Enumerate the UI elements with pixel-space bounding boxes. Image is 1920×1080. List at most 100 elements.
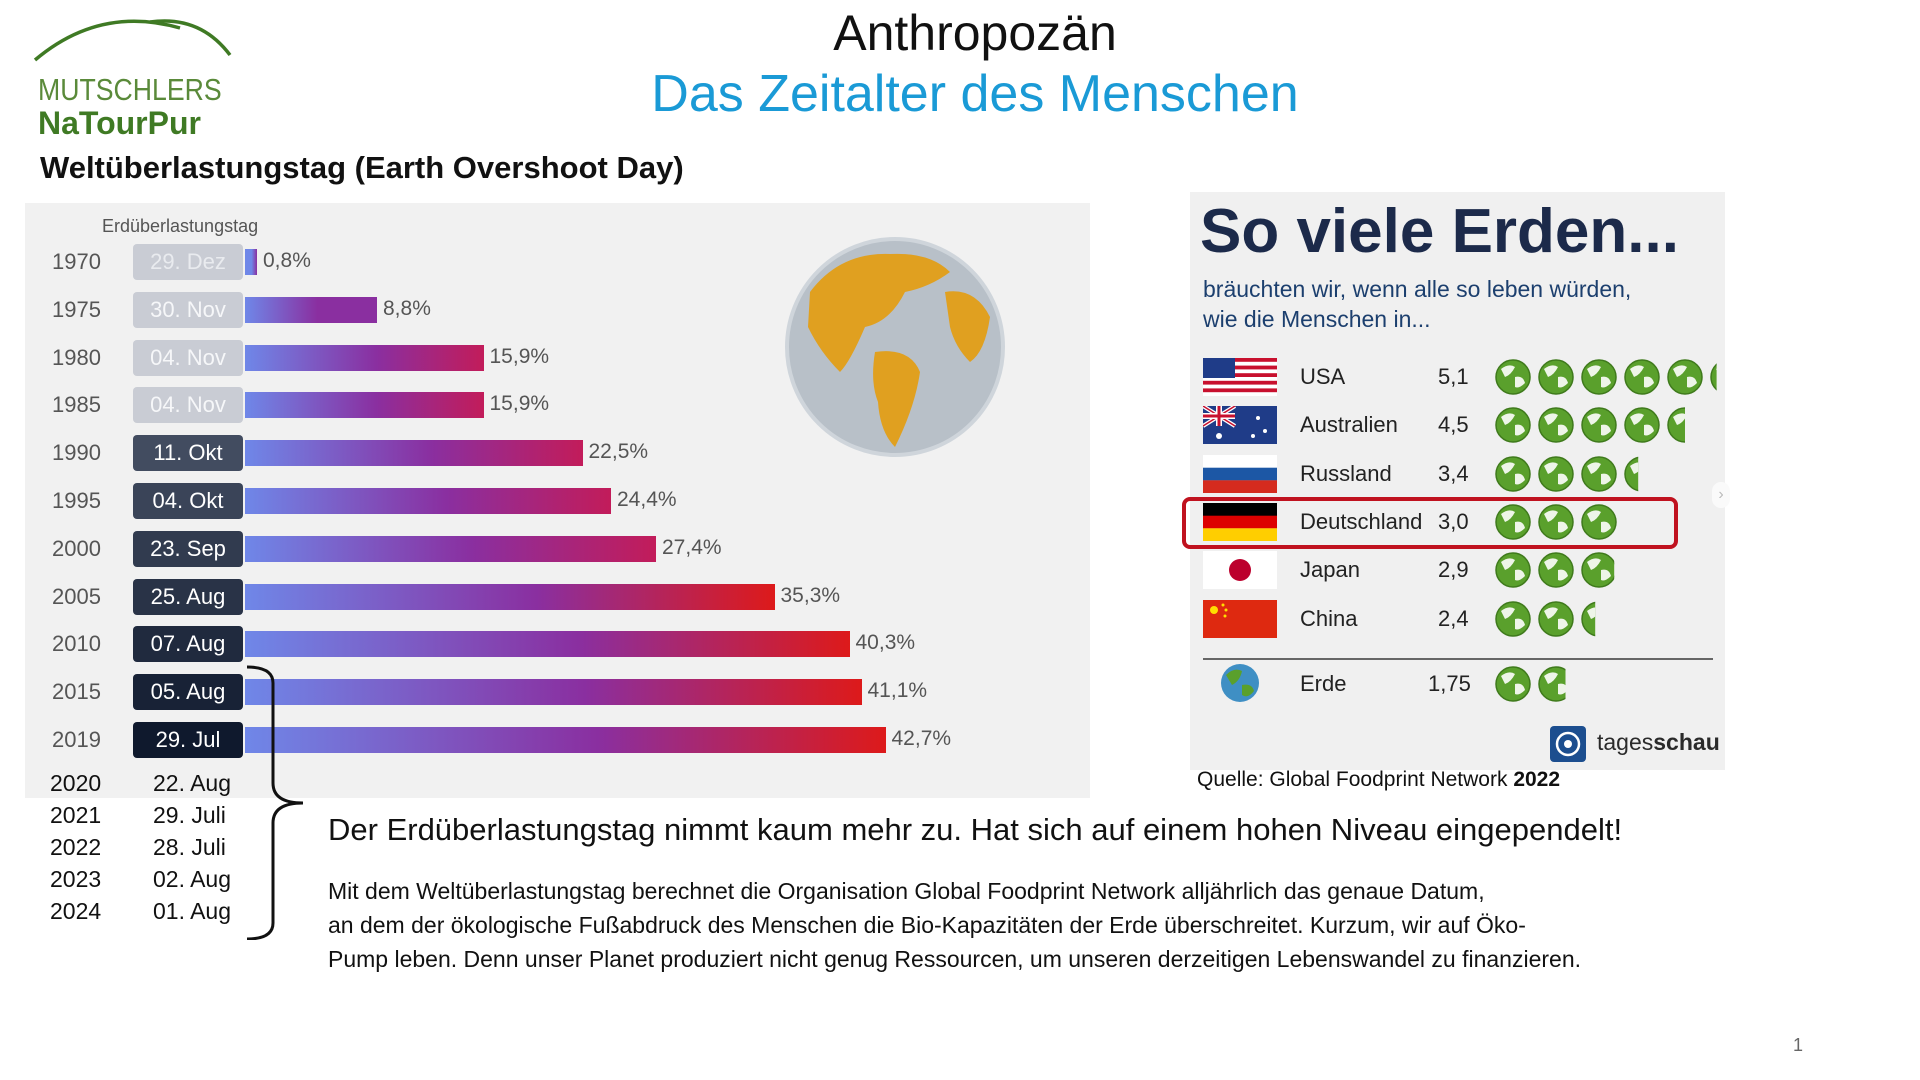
chart-bar (245, 488, 611, 514)
paragraph-line: Mit dem Weltüberlastungstag berechnet di… (328, 878, 1485, 904)
earth-unit-icon (1581, 359, 1617, 395)
logo-line-1: MUTSCHLERS (38, 72, 222, 107)
later-year: 2020 (50, 770, 102, 796)
country-name: China (1300, 606, 1358, 631)
earth-unit-icon (1581, 407, 1617, 443)
chart-row-date-label: 11. Okt (133, 435, 243, 472)
earths-bar (1495, 666, 1566, 702)
tagesschau-brand: tagesschau (1597, 729, 1720, 756)
logo-line-2: NaTourPur (38, 105, 201, 141)
flag-germany-icon (1203, 503, 1277, 541)
chart-row-year: 1970 (52, 249, 101, 274)
country-name: USA (1300, 364, 1346, 389)
globe-icon (785, 237, 1005, 457)
earth-unit-icon (1624, 456, 1639, 492)
country-name: Deutschland (1300, 509, 1423, 534)
chart-bar (245, 631, 850, 658)
earths-needed-value: 2,9 (1438, 557, 1469, 582)
earth-unit-icon (1495, 407, 1531, 443)
chart-row-date-label: 04. Nov (133, 387, 243, 424)
chart-row-year: 1995 (52, 488, 101, 513)
country-name: Australien (1300, 412, 1398, 437)
flag-japan-icon (1203, 551, 1277, 589)
earth-unit-icon (1495, 552, 1531, 588)
chart-value-label: 24,4% (617, 488, 677, 511)
chart-value-label: 8,8% (383, 296, 431, 320)
earth-unit-icon (1495, 601, 1531, 637)
brand-logo: MUTSCHLERS NaTourPur (30, 10, 245, 141)
chart-bar (245, 535, 656, 562)
later-year: 2022 (50, 834, 102, 860)
earths-needed-value: 1,75 (1428, 671, 1471, 696)
later-date: 02. Aug (153, 866, 232, 892)
chart-bar (245, 249, 257, 275)
infographic-subtitle-line-1: bräuchten wir, wenn alle so leben würden… (1203, 276, 1632, 302)
highlight-frame-germany (1182, 497, 1678, 549)
earths-needed-value: 3,4 (1438, 461, 1469, 486)
chart-row-year: 2019 (52, 727, 101, 752)
chart-axis-label: Erdüberlastungstag (102, 216, 259, 236)
brand-light-text: tages (1597, 729, 1654, 755)
chart-bar (245, 296, 377, 323)
infographic-subtitle-line-2: wie die Menschen in... (1203, 306, 1431, 332)
chart-bar (245, 583, 775, 610)
chart-row-year: 1985 (52, 392, 101, 418)
earths-needed-value: 2,4 (1438, 606, 1469, 631)
earth-unit-icon (1538, 552, 1574, 588)
earth-unit-icon (1538, 359, 1574, 395)
source-year: 2022 (1513, 768, 1561, 791)
later-date: 01. Aug (153, 898, 232, 924)
earth-unit-icon (1624, 359, 1660, 395)
page-title: Anthropozän (833, 5, 1117, 61)
next-arrow-icon[interactable]: › (1712, 482, 1730, 508)
later-date: 22. Aug (153, 770, 232, 796)
key-statement: Der Erdüberlastungstag nimmt kaum mehr z… (328, 812, 1623, 847)
page-subtitle: Das Zeitalter des Menschen (651, 65, 1299, 123)
earth-unit-icon (1581, 552, 1615, 588)
later-year: 2021 (50, 802, 102, 828)
chart-value-label: 0,8% (263, 249, 311, 272)
earths-bar (1495, 359, 1717, 395)
chart-bar (245, 727, 886, 753)
brand-bold-text: schau (1653, 729, 1720, 755)
curly-brace-icon (246, 665, 304, 940)
chart-value-label: 42,7% (891, 727, 952, 750)
chart-value-label: 27,4% (662, 535, 722, 559)
earth-unit-icon (1667, 359, 1703, 395)
chart-row-year: 2000 (52, 535, 101, 561)
infographic-divider (1203, 658, 1713, 660)
earths-bar (1495, 504, 1617, 540)
chart-value-label: 41,1% (867, 679, 928, 703)
paragraph-line: Pump leben. Denn unser Planet produziert… (328, 946, 1582, 972)
earth-icon (1221, 664, 1259, 702)
earth-unit-icon (1495, 504, 1531, 540)
chart-row-year: 2010 (52, 631, 101, 657)
chart-value-label: 15,9% (489, 392, 550, 416)
chart-row-date-label: 05. Aug (133, 674, 243, 711)
chart-value-label: 40,3% (855, 631, 916, 655)
chart-value-label: 35,3% (780, 583, 841, 607)
chart-bar (245, 679, 862, 706)
chart-value-label: 22,5% (588, 440, 649, 464)
flag-china-icon (1203, 600, 1277, 638)
earth-unit-icon (1538, 666, 1566, 702)
earth-unit-icon (1581, 504, 1617, 540)
source-prefix: Quelle: Global Foodprint Network (1197, 768, 1514, 791)
earth-unit-icon (1538, 601, 1574, 637)
chart-value-label: 15,9% (489, 344, 550, 368)
earths-bar (1495, 601, 1596, 637)
page-number: 1 (1793, 1035, 1804, 1055)
chart-row-date-label: 04. Okt (133, 483, 243, 519)
chart-bar (245, 392, 484, 419)
chart-row-date-label: 30. Nov (133, 291, 243, 328)
flag-australia-icon (1203, 406, 1277, 444)
chart-row-date-label: 04. Nov (133, 339, 243, 376)
chart-row-year: 1980 (52, 344, 101, 370)
earth-unit-icon (1581, 456, 1617, 492)
section-heading: Weltüberlastungstag (Earth Overshoot Day… (40, 150, 684, 185)
country-name: Japan (1300, 557, 1360, 582)
earth-unit-icon (1710, 363, 1717, 391)
source-note: Quelle: Global Foodprint Network 2022 (1197, 768, 1560, 792)
chart-row-date-label: 23. Sep (133, 530, 243, 567)
earth-unit-icon (1624, 407, 1660, 443)
